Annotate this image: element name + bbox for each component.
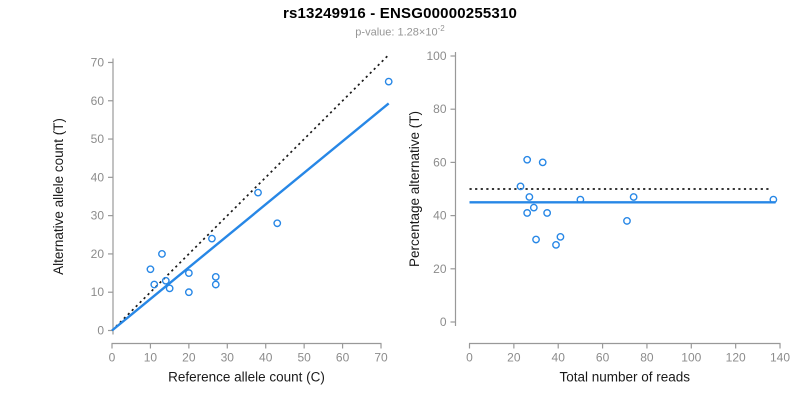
scatter-point (158, 250, 166, 258)
x-tick-label: 10 (144, 351, 158, 365)
x-tick-label: 40 (259, 351, 273, 365)
x-tick-label: 50 (297, 351, 311, 365)
scatter-point (543, 209, 552, 217)
x-axis-title: Total number of reads (559, 370, 690, 385)
scatter-point (523, 209, 532, 217)
y-tick-label: 20 (91, 247, 105, 261)
scatter-point (516, 182, 525, 191)
scatter-point (538, 158, 547, 167)
x-tick-label: 60 (596, 351, 610, 365)
scatter-point (529, 203, 538, 212)
x-tick-label: 60 (336, 351, 350, 365)
y-tick-label: 70 (91, 55, 105, 69)
regression-line (111, 102, 390, 332)
scatter-point (552, 240, 560, 249)
scatter-point (273, 219, 282, 228)
y-tick-label: 30 (91, 209, 105, 223)
scatter-point (150, 280, 159, 289)
y-axis-title: Alternative allele count (T) (51, 118, 66, 275)
scatter-point (254, 188, 262, 197)
x-axis-title: Reference allele count (C) (168, 370, 325, 385)
scatter-point (769, 195, 778, 204)
scatter-point (184, 288, 193, 297)
x-tick-label: 20 (507, 351, 521, 365)
x-tick-label: 120 (726, 351, 746, 365)
y-tick-label: 60 (91, 94, 105, 108)
scatter-point (146, 265, 155, 274)
y-tick-label: 20 (433, 262, 447, 276)
figure-subtitle: p-value: 1.28×10-2 (0, 24, 800, 39)
x-tick-label: 30 (221, 351, 235, 365)
p-value-text: p-value: 1.28×10 (355, 26, 438, 39)
scatter-point (629, 193, 638, 201)
y-tick-label: 40 (433, 209, 447, 223)
scatter-point (556, 232, 565, 241)
y-tick-label: 40 (91, 170, 105, 184)
x-tick-label: 140 (770, 351, 790, 365)
scatter-point (384, 77, 393, 86)
y-tick-label: 0 (97, 324, 104, 338)
identity-line (111, 54, 389, 332)
y-tick-label: 10 (91, 285, 105, 299)
percentage-reads-scatter: 0 20 40 60 80 100 120 140 0 20 40 60 80 100 Total numb… (407, 49, 790, 385)
x-tick-label: 40 (552, 351, 566, 365)
x-tick-label: 0 (466, 351, 473, 365)
x-tick-label: 100 (681, 351, 701, 365)
y-tick-label: 80 (433, 102, 447, 116)
scatter-point (165, 284, 174, 293)
scatter-point (525, 193, 534, 201)
scatter-point (623, 217, 631, 225)
x-tick-label: 80 (640, 351, 654, 365)
scatter-point (208, 234, 216, 243)
scatter-point (184, 269, 193, 277)
x-tick-label: 70 (374, 351, 388, 365)
p-value-exponent: -2 (437, 24, 445, 33)
x-tick-label: 0 (109, 351, 116, 365)
scatter-point (523, 155, 532, 164)
y-tick-label: 0 (440, 315, 447, 329)
scatter-point (576, 195, 585, 204)
scatter-point (211, 280, 220, 289)
x-tick-label: 20 (182, 351, 196, 365)
figure-title: rs13249916 - ENSG00000255310 (282, 5, 518, 22)
allele-count-scatter: 0 10 20 30 40 50 60 70 0 10 20 30 40 50 60 70 Reference … (51, 54, 393, 385)
y-axis-title: Percentage alternative (T) (407, 111, 422, 267)
y-tick-label: 50 (91, 132, 105, 146)
scatter-point (532, 235, 540, 244)
y-tick-label: 60 (433, 155, 447, 169)
scatter-point (211, 272, 220, 281)
scatter-point (161, 276, 170, 285)
y-tick-label: 100 (426, 49, 446, 63)
